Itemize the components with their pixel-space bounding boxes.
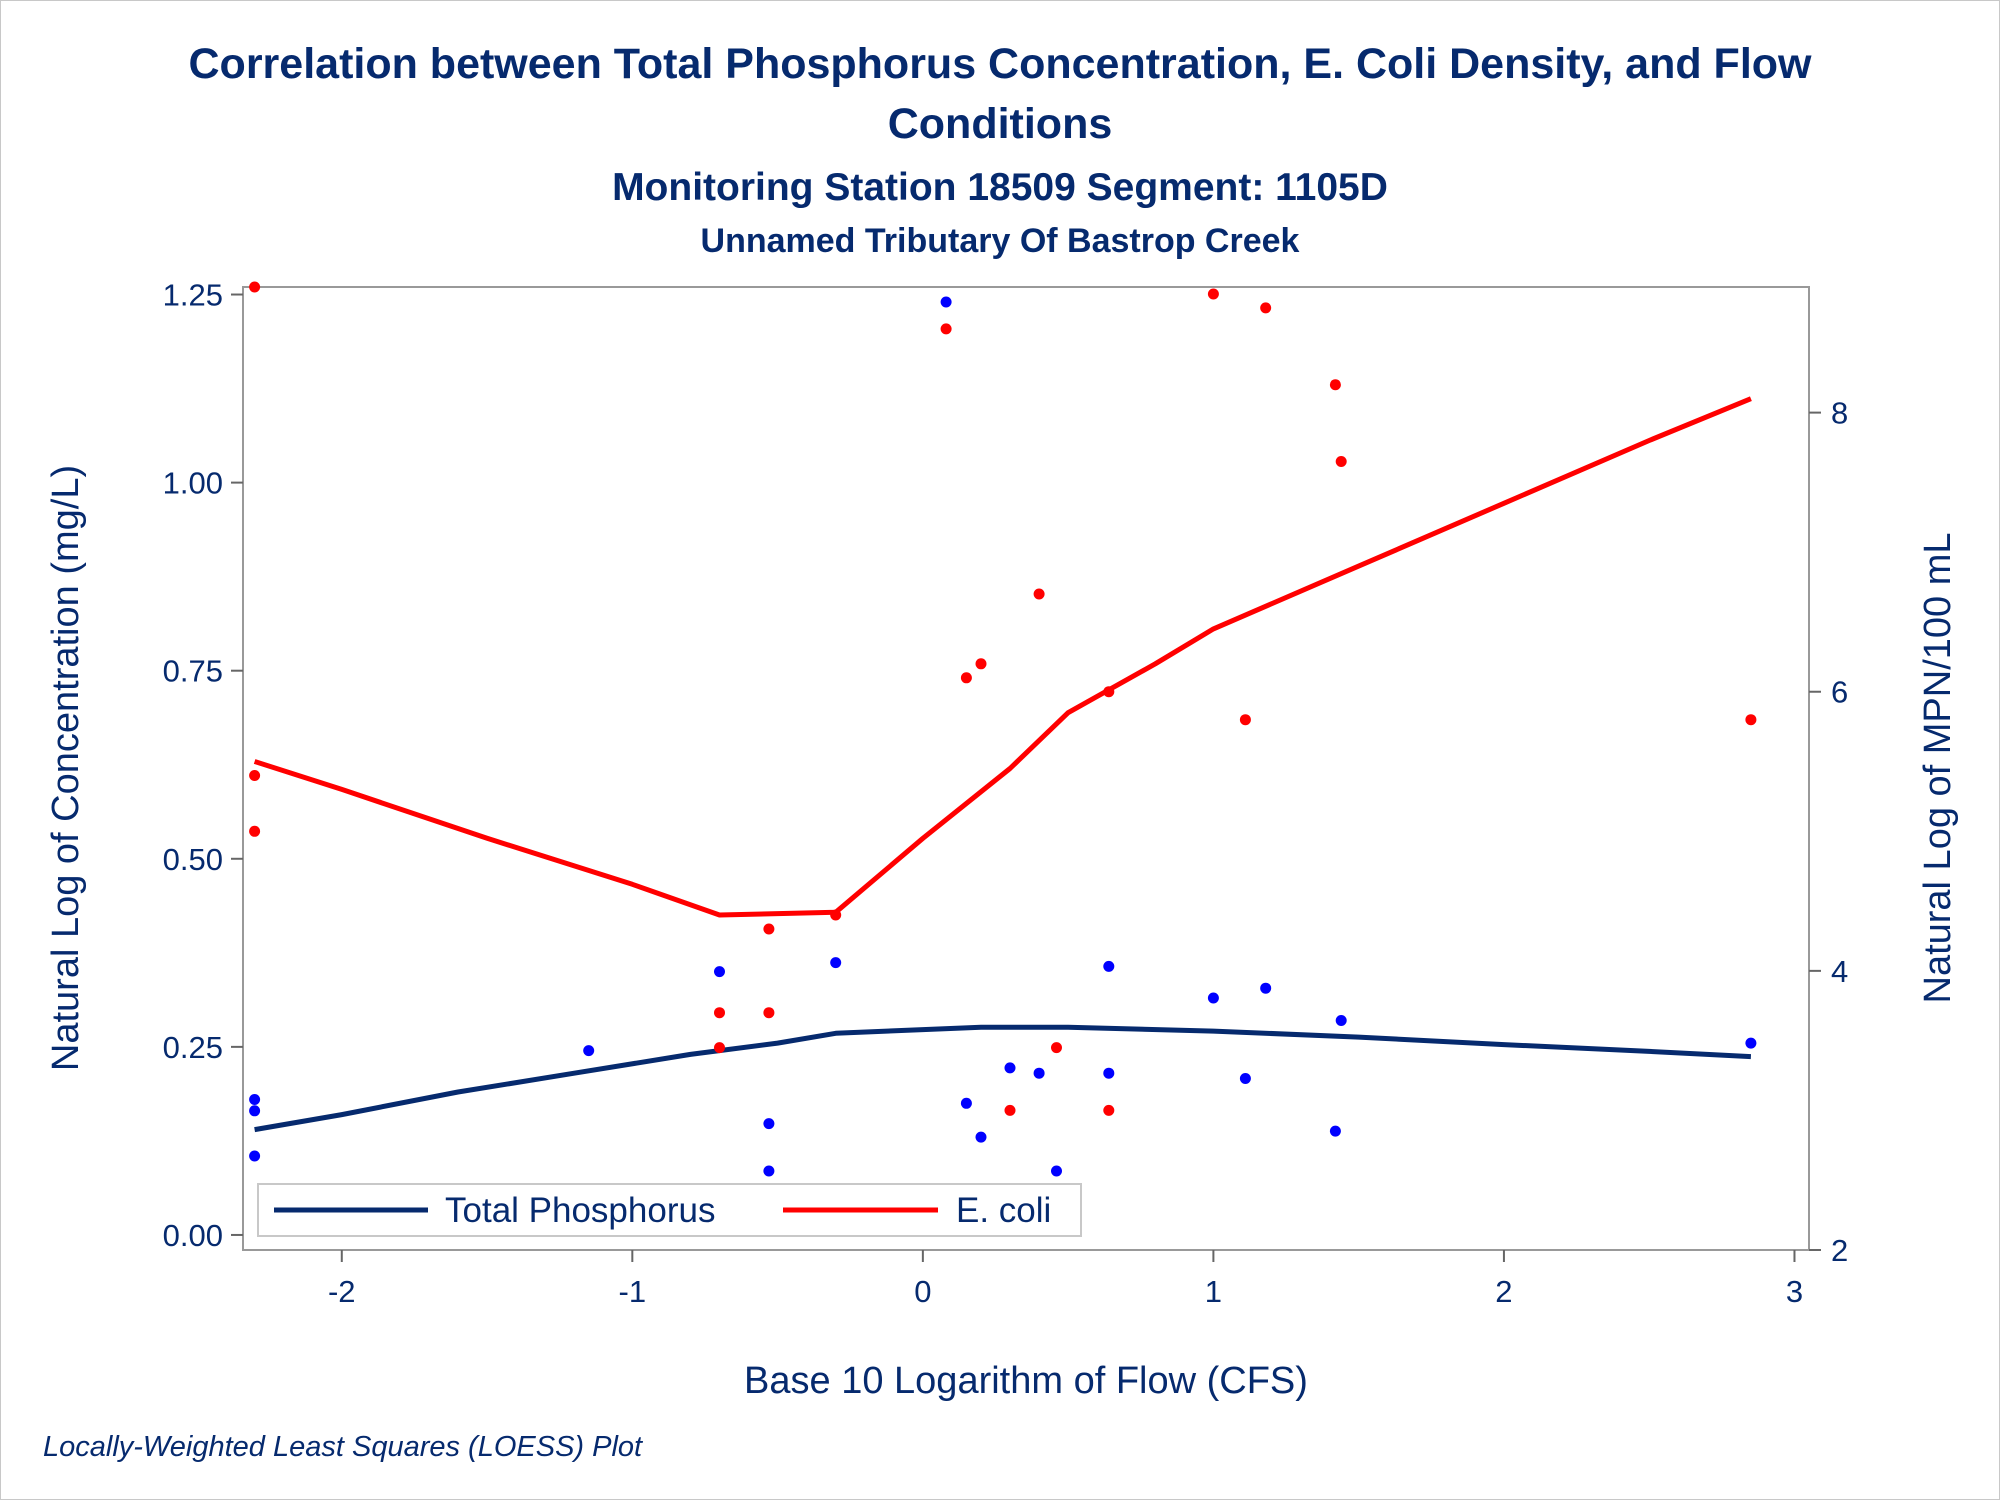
point-phosphorus [1329,1125,1341,1137]
point-phosphorus [583,1045,595,1057]
y-left-tick-label: 1.25 [163,278,223,313]
point-phosphorus [960,1097,972,1109]
point-ecoli [960,672,972,684]
point-ecoli [1103,686,1115,698]
point-phosphorus [940,296,952,308]
y-left-tick-label: 0.00 [163,1218,223,1253]
legend: Total Phosphorus E. coli [257,1183,1082,1237]
y-left-tick-label: 0.50 [163,842,223,877]
point-ecoli [763,1007,775,1019]
y-right-tick-label: 2 [1831,1233,1848,1268]
point-phosphorus [1033,1067,1045,1079]
y-left-tick-label: 0.75 [163,654,223,689]
x-tick-label: 3 [1786,1274,1803,1309]
point-ecoli [1335,456,1347,467]
y-right-axis-label: Natural Log of MPN/100 mL [1917,532,1959,1003]
y-left-tick-label: 0.25 [163,1030,223,1065]
footnote: Locally-Weighted Least Squares (LOESS) P… [43,1431,644,1463]
point-phosphorus [763,1165,775,1177]
chart-subtitle-station: Monitoring Station 18509 Segment: 1105D [612,166,1388,209]
point-phosphorus [1239,1073,1251,1084]
y-left-axis: 0.00 0.25 0.50 0.75 1.00 1.25 [163,278,243,1253]
point-phosphorus [975,1131,987,1143]
chart-subtitle-stream: Unnamed Tributary Of Bastrop Creek [701,222,1300,260]
point-phosphorus [1103,1067,1115,1079]
point-ecoli [249,281,261,293]
x-tick-label: -2 [328,1274,356,1309]
point-ecoli [1239,714,1251,726]
y-left-axis-label: Natural Log of Concentration (mg/L) [45,465,87,1071]
scatter-points [249,281,1757,1214]
y-right-axis: 2 4 6 8 [1809,396,1848,1268]
y-right-tick-label: 8 [1831,396,1848,431]
x-tick-label: 0 [914,1274,931,1309]
point-phosphorus [249,1150,261,1162]
point-phosphorus [1103,960,1115,972]
loess-line-ecoli [253,396,1752,918]
point-phosphorus [830,957,842,969]
y-right-tick-label: 4 [1831,954,1848,989]
point-ecoli [763,923,775,935]
loess-line-phosphorus [254,1024,1752,1133]
point-phosphorus [1051,1165,1062,1177]
point-ecoli [1745,714,1757,726]
point-ecoli [249,825,261,837]
legend-label-phosphorus: Total Phosphorus [445,1191,715,1230]
point-ecoli [940,323,952,335]
point-ecoli [1207,288,1219,300]
point-ecoli [1103,1104,1115,1116]
x-tick-label: -1 [619,1274,647,1309]
x-axis-label: Base 10 Logarithm of Flow (CFS) [744,1360,1308,1402]
point-ecoli [1260,302,1272,314]
point-ecoli [975,658,987,670]
legend-label-ecoli: E. coli [956,1191,1051,1230]
point-phosphorus [1260,982,1272,994]
point-ecoli [830,909,842,921]
point-phosphorus [249,1105,261,1117]
point-ecoli [249,770,261,781]
point-ecoli [714,1042,725,1054]
loess-lines [253,396,1752,1133]
point-ecoli [1329,379,1341,391]
plot-area [242,286,1810,1251]
y-left-tick-label: 1.00 [163,466,223,501]
point-ecoli [1051,1042,1062,1054]
point-phosphorus [1745,1037,1757,1049]
y-right-tick-label: 6 [1831,675,1848,710]
chart-title-line2: Conditions [888,100,1113,148]
x-tick-label: 2 [1495,1274,1512,1309]
point-ecoli [1004,1104,1016,1116]
x-tick-label: 1 [1205,1274,1222,1309]
point-ecoli [714,1007,725,1019]
point-phosphorus [249,1094,261,1105]
point-phosphorus [763,1118,775,1130]
point-ecoli [1033,588,1045,600]
x-axis: -2 -1 0 1 2 3 [328,1250,1803,1309]
point-phosphorus [1335,1015,1347,1026]
point-phosphorus [714,966,725,978]
point-phosphorus [1207,992,1219,1004]
point-phosphorus [1004,1062,1016,1074]
chart-title-line1: Correlation between Total Phosphorus Con… [189,40,1813,88]
